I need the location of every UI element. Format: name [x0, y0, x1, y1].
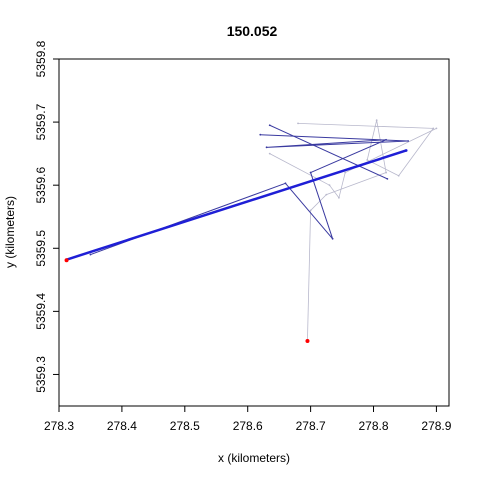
data-point: [331, 237, 334, 240]
endpoint-marker: [305, 339, 310, 344]
data-point: [297, 122, 299, 125]
data-point: [325, 193, 328, 196]
y-tick-label: 5359.8: [34, 40, 48, 77]
data-point: [397, 174, 400, 177]
plot-frame: [58, 58, 450, 407]
data-point: [268, 124, 271, 127]
series-line-light: [298, 119, 434, 340]
y-tick-label: 5359.4: [34, 293, 48, 330]
data-point: [386, 177, 389, 180]
data-point: [268, 152, 271, 155]
x-tick-label: 278.4: [107, 419, 137, 433]
y-tick-label: 5359.5: [34, 230, 48, 267]
series-line-main: [66, 149, 407, 261]
data-point: [385, 171, 387, 174]
data-point: [407, 140, 410, 142]
data-point: [309, 209, 312, 212]
data-point: [89, 253, 92, 256]
y-tick-label: 5359.3: [34, 356, 48, 393]
x-axis-label: x (kilometers): [218, 451, 290, 465]
x-tick-label: 278.8: [359, 419, 389, 433]
series-line-secondary: [90, 134, 409, 256]
x-tick-label: 278.3: [44, 419, 74, 433]
data-point: [404, 149, 408, 152]
x-axis: 278.3 278.4 278.5 278.6 278.7 278.8 278.9: [44, 406, 452, 433]
x-tick-label: 278.9: [421, 419, 451, 433]
y-axis: 5359.3 5359.4 5359.5 5359.6 5359.7 5359.8: [34, 40, 59, 393]
endpoint-marker: [64, 258, 69, 263]
data-point: [366, 159, 369, 161]
data-point: [284, 182, 287, 185]
marker-layer: [64, 258, 310, 344]
series-layer: [65, 119, 438, 341]
y-axis-label: y (kilometers): [3, 196, 17, 268]
data-point: [259, 133, 262, 136]
data-point: [309, 171, 312, 174]
data-point: [328, 184, 331, 187]
data-point: [265, 146, 268, 149]
data-point: [344, 171, 347, 174]
x-tick-label: 278.7: [296, 419, 326, 433]
chart-title: 150.052: [227, 23, 278, 39]
series-line-secondary: [269, 124, 388, 180]
x-tick-label: 278.6: [233, 419, 263, 433]
data-point: [338, 196, 340, 199]
data-point: [435, 127, 438, 130]
data-point: [385, 138, 387, 141]
x-tick-label: 278.5: [170, 419, 200, 433]
data-point: [432, 127, 435, 130]
y-tick-label: 5359.6: [34, 167, 48, 204]
y-tick-label: 5359.7: [34, 103, 48, 140]
data-point: [375, 119, 378, 122]
